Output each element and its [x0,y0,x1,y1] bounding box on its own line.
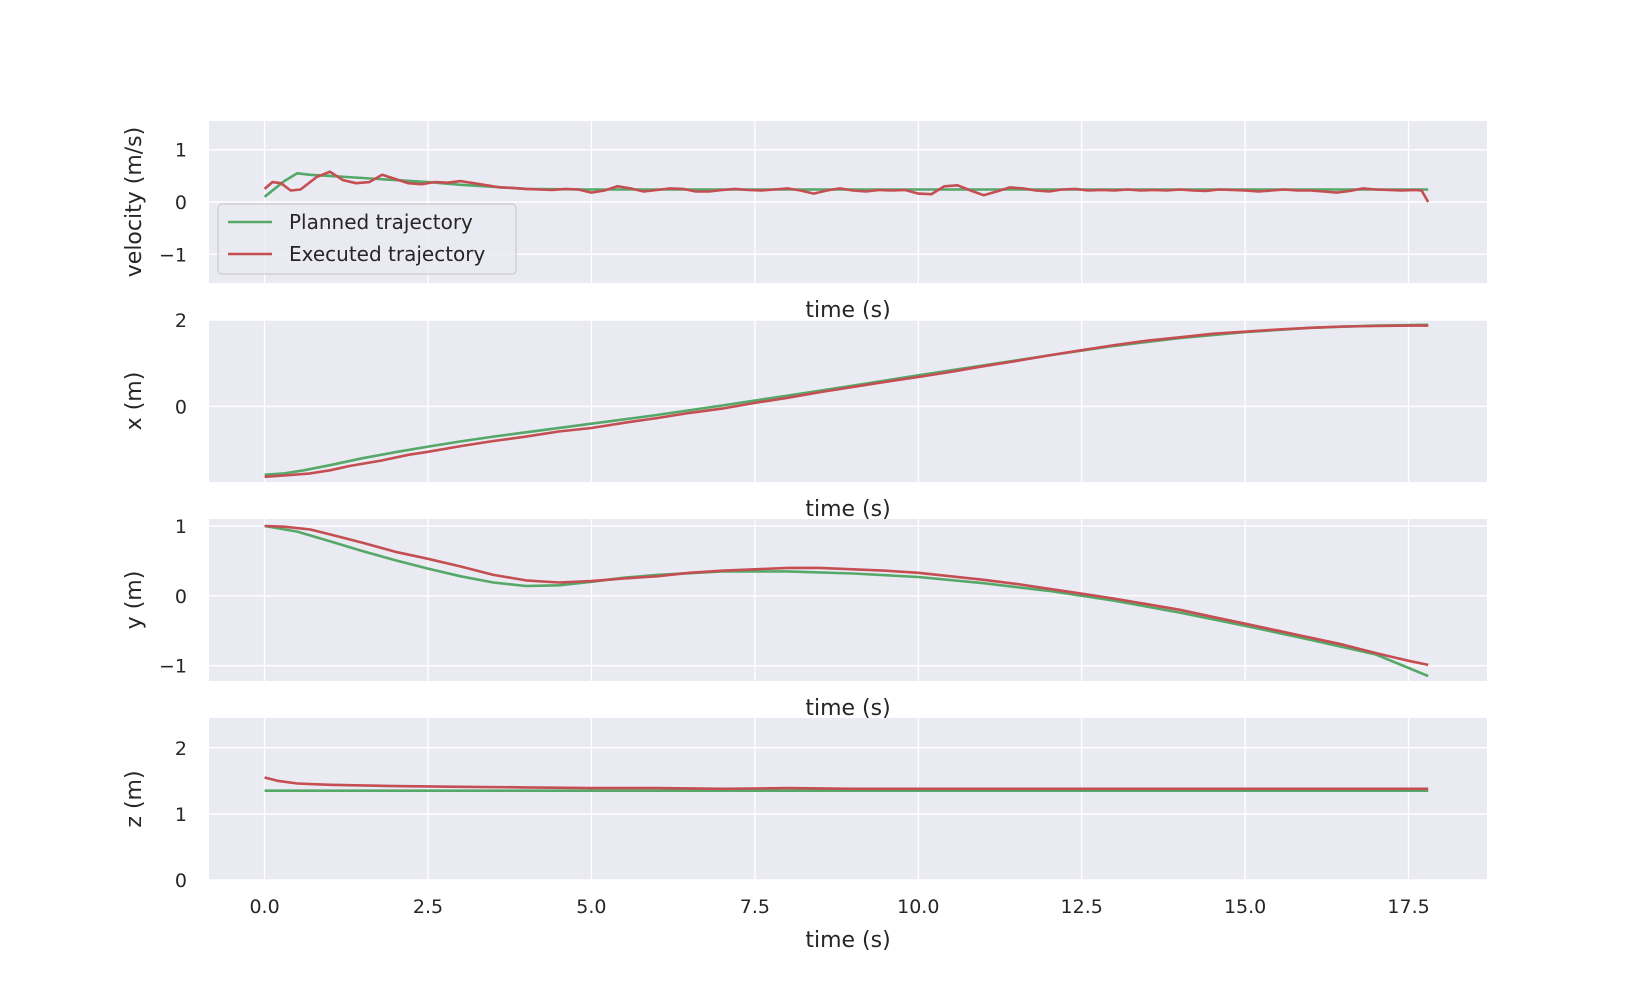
series-line-executed-trajectory [264,776,1429,791]
x-axis-label: time (s) [805,497,890,522]
legend-label-planned: Planned trajectory [289,210,473,234]
series-line-executed-trajectory [263,170,1430,203]
x-tick-label: 0.0 [249,896,279,918]
y-axis-label: y (m) [122,571,147,630]
plot-area [209,320,1487,482]
plot-area [209,519,1487,681]
y-axis-label: x (m) [122,372,147,431]
y-tick-label: −1 [159,656,187,678]
x-tick-label: 5.0 [576,896,606,918]
x-axis-label: time (s) [805,928,890,953]
y-tick-label: 0 [175,586,187,608]
y-tick-label: 0 [175,396,187,418]
y-axis-label: z (m) [122,770,147,827]
y-axis-label: velocity (m/s) [122,127,147,277]
y-tick-label: 1 [175,140,187,162]
x-axis-label: time (s) [805,298,890,323]
series-line-planned-trajectory [264,524,1429,678]
x-axis-label: time (s) [805,696,890,721]
x-tick-label: 17.5 [1387,896,1429,918]
series-line-executed-trajectory [264,524,1429,667]
subplot-2: 0 2 time (s) x (m) [122,310,1487,522]
y-tick-label: 0 [175,192,187,214]
legend: Planned trajectory Executed trajectory [217,203,517,275]
x-tick-label: 15.0 [1224,896,1266,918]
subplot-stack: −1 0 1 time (s) velocity (m/s) 0 2 time (s) x (m… [122,121,1487,953]
subplot-4: 0 1 2 0.0 2.5 5.0 7.5 10.0 12.5 15.0 17.5 time (s) z… [122,718,1487,953]
x-tick-label: 7.5 [740,896,770,918]
x-tick-label: 2.5 [413,896,443,918]
x-tick-label: 10.0 [897,896,939,918]
plot-area [209,718,1487,880]
y-tick-label: −1 [159,244,187,266]
x-tick-label: 12.5 [1061,896,1103,918]
series-line-executed-trajectory [264,324,1429,479]
legend-box [217,203,517,275]
y-tick-label: 2 [175,310,187,332]
y-tick-label: 2 [175,738,187,760]
y-tick-label: 1 [175,804,187,826]
y-tick-label: 0 [175,870,187,892]
legend-label-executed: Executed trajectory [289,242,486,266]
subplot-3: −1 0 1 time (s) y (m) [122,516,1487,721]
y-tick-label: 1 [175,516,187,538]
